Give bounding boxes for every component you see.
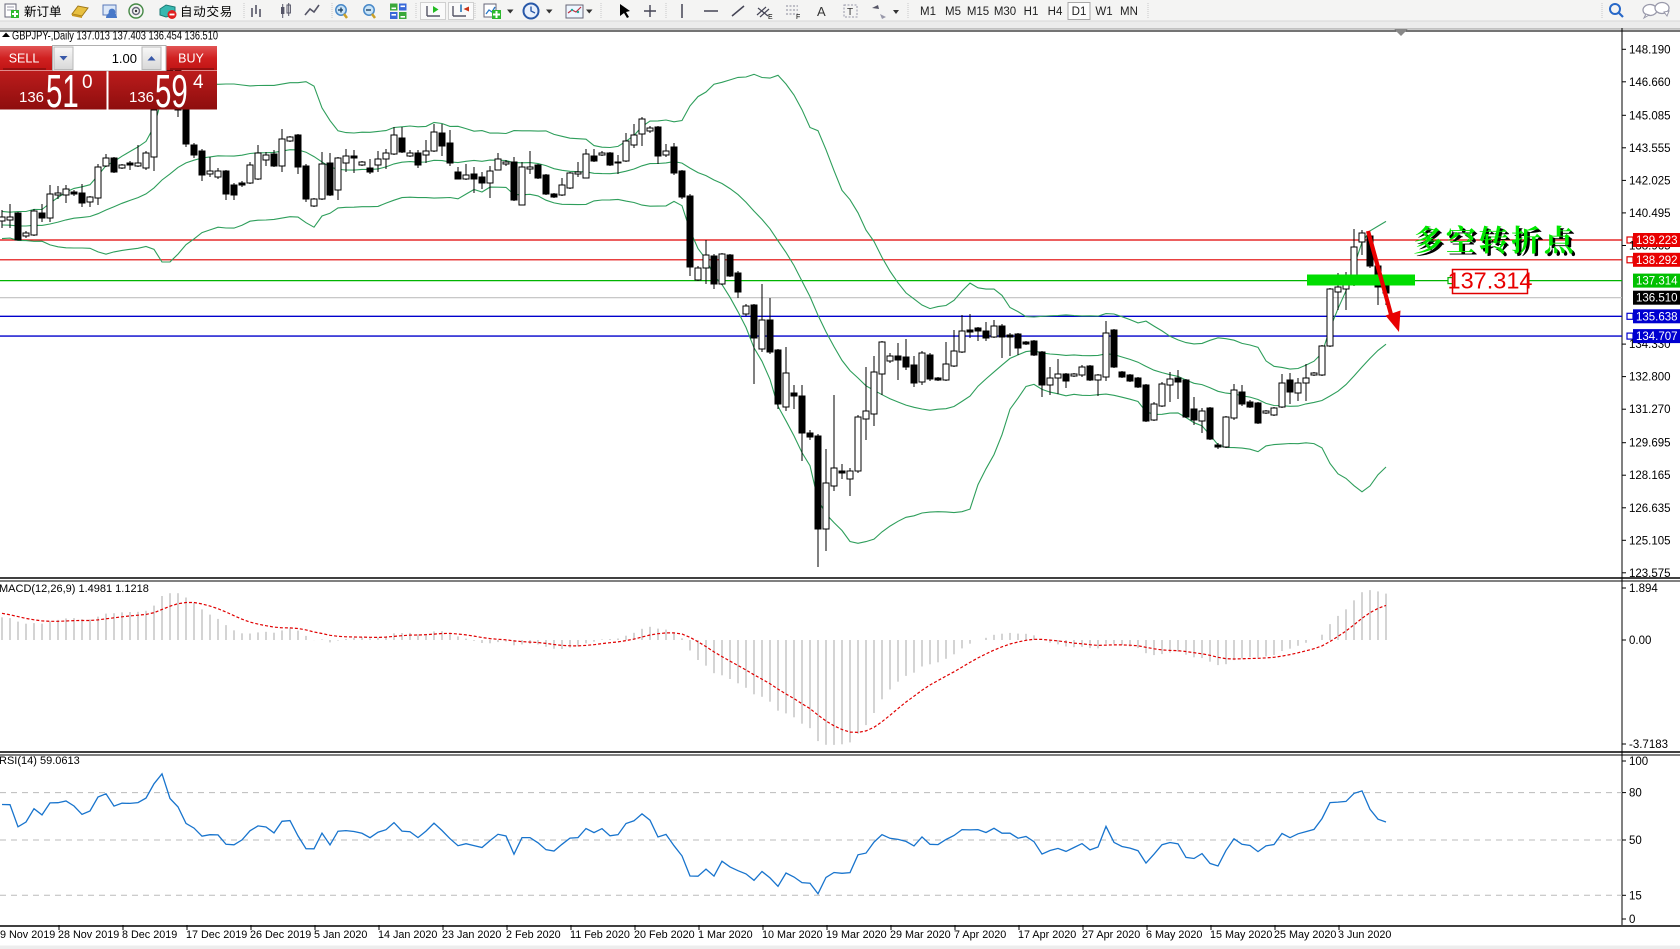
svg-text:139.223: 139.223 [1636, 235, 1678, 247]
svg-text:136.510: 136.510 [1636, 293, 1678, 305]
svg-text:14 Jan 2020: 14 Jan 2020 [378, 929, 437, 941]
svg-text:19 Nov 2019: 19 Nov 2019 [0, 929, 55, 941]
svg-text:D1: D1 [1072, 6, 1087, 18]
svg-text:GBPJPY-,Daily 137.013 137.403: GBPJPY-,Daily 137.013 137.403 136.454 13… [12, 31, 218, 43]
svg-text:23 Jan 2020: 23 Jan 2020 [442, 929, 501, 941]
svg-text:2 Feb 2020: 2 Feb 2020 [506, 929, 561, 941]
svg-text:1 Mar 2020: 1 Mar 2020 [698, 929, 753, 941]
svg-text:25 May 2020: 25 May 2020 [1274, 929, 1336, 941]
svg-text:10 Mar 2020: 10 Mar 2020 [762, 929, 823, 941]
svg-text:11 Feb 2020: 11 Feb 2020 [570, 929, 630, 941]
svg-text:4: 4 [193, 72, 204, 93]
svg-text:20 Feb 2020: 20 Feb 2020 [634, 929, 695, 941]
svg-text:29 Mar 2020: 29 Mar 2020 [890, 929, 951, 941]
svg-text:F: F [796, 14, 800, 21]
svg-text:140.495: 140.495 [1629, 208, 1671, 220]
svg-text:15 May 2020: 15 May 2020 [1210, 929, 1272, 941]
svg-text:19 Mar 2020: 19 Mar 2020 [826, 929, 887, 941]
svg-text:145.085: 145.085 [1629, 110, 1671, 122]
svg-text:134.707: 134.707 [1636, 331, 1678, 343]
svg-text:17 Apr 2020: 17 Apr 2020 [1018, 929, 1076, 941]
svg-text:146.660: 146.660 [1629, 77, 1671, 89]
svg-text:A: A [817, 4, 826, 19]
svg-text:5 Jan 2020: 5 Jan 2020 [314, 929, 367, 941]
svg-text:126.635: 126.635 [1629, 503, 1671, 515]
svg-text:27 Apr 2020: 27 Apr 2020 [1082, 929, 1140, 941]
svg-text:50: 50 [1629, 835, 1642, 847]
svg-text:6 May 2020: 6 May 2020 [1146, 929, 1202, 941]
svg-text:1.894: 1.894 [1629, 583, 1658, 595]
svg-text:8 Dec 2019: 8 Dec 2019 [122, 929, 177, 941]
svg-text:28 Nov 2019: 28 Nov 2019 [58, 929, 119, 941]
svg-text:7 Apr 2020: 7 Apr 2020 [954, 929, 1006, 941]
svg-text:17 Dec 2019: 17 Dec 2019 [186, 929, 247, 941]
svg-text:136: 136 [129, 89, 154, 106]
svg-text:0.00: 0.00 [1629, 635, 1651, 647]
svg-text:H1: H1 [1024, 6, 1039, 18]
svg-text:W1: W1 [1095, 6, 1112, 18]
svg-text:MN: MN [1120, 6, 1138, 18]
svg-text:M30: M30 [994, 6, 1016, 18]
svg-text:M5: M5 [945, 6, 961, 18]
svg-text:51: 51 [46, 67, 79, 118]
svg-text:M1: M1 [920, 6, 936, 18]
svg-text:BUY: BUY [178, 52, 204, 66]
svg-text:125.105: 125.105 [1629, 535, 1671, 547]
svg-text:132.800: 132.800 [1629, 372, 1671, 384]
svg-text:129.695: 129.695 [1629, 438, 1671, 450]
svg-text:142.025: 142.025 [1629, 175, 1671, 187]
svg-text:RSI(14) 59.0613: RSI(14) 59.0613 [0, 755, 80, 767]
svg-text:26 Dec 2019: 26 Dec 2019 [250, 929, 311, 941]
svg-text:0: 0 [82, 72, 93, 93]
svg-text:3 Jun 2020: 3 Jun 2020 [1338, 929, 1391, 941]
svg-text:1.00: 1.00 [112, 51, 137, 66]
svg-text:100: 100 [1629, 756, 1648, 768]
svg-text:148.190: 148.190 [1629, 44, 1671, 56]
svg-text:T: T [847, 7, 853, 18]
svg-text:137.314: 137.314 [1448, 268, 1533, 294]
svg-text:15: 15 [1629, 890, 1642, 902]
svg-text:MACD(12,26,9) 1.4981 1.1218: MACD(12,26,9) 1.4981 1.1218 [0, 583, 149, 595]
svg-text:123.575: 123.575 [1629, 568, 1671, 580]
svg-text:143.555: 143.555 [1629, 143, 1671, 155]
svg-text:135.638: 135.638 [1636, 311, 1678, 323]
svg-text:59: 59 [155, 67, 188, 118]
svg-text:128.165: 128.165 [1629, 470, 1671, 482]
svg-text:138.292: 138.292 [1636, 255, 1678, 267]
svg-text:0: 0 [1629, 914, 1635, 926]
svg-text:H4: H4 [1048, 6, 1063, 18]
svg-text:80: 80 [1629, 788, 1642, 800]
svg-text:M15: M15 [967, 6, 989, 18]
svg-text:136: 136 [19, 89, 44, 106]
svg-text:131.270: 131.270 [1629, 404, 1671, 416]
svg-text:E: E [768, 14, 773, 21]
svg-text:SELL: SELL [9, 52, 40, 66]
svg-text:-3.7183: -3.7183 [1629, 739, 1668, 751]
svg-text:137.314: 137.314 [1636, 276, 1678, 288]
